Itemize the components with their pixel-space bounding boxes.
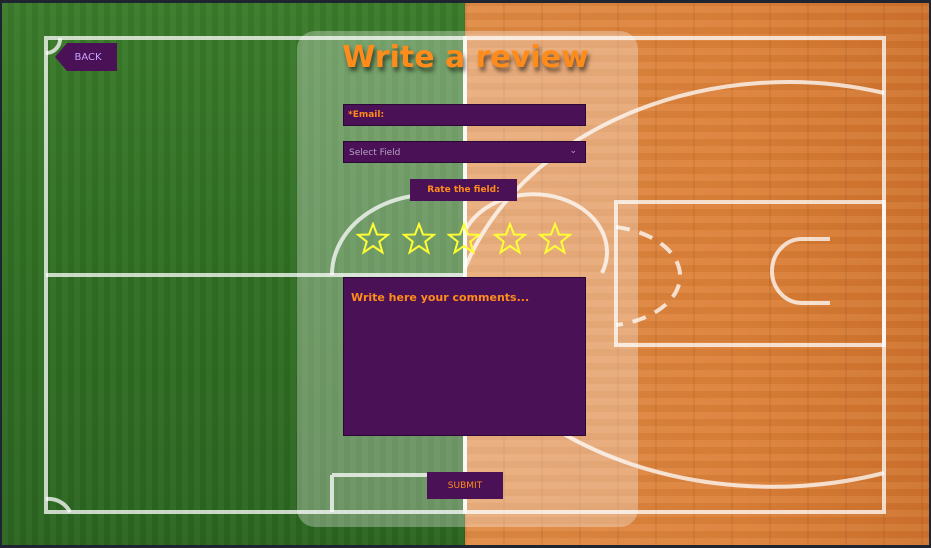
star-rating[interactable] — [356, 222, 576, 258]
email-label: *Email: — [348, 110, 385, 120]
app-frame — [2, 3, 929, 545]
comments-textarea[interactable]: Write here your comments... — [343, 277, 586, 436]
back-label: BACK — [74, 51, 102, 63]
star-icon[interactable] — [447, 222, 481, 256]
page-title: Write a review — [342, 40, 589, 75]
chevron-down-icon: ⌄ — [569, 146, 577, 156]
comments-placeholder: Write here your comments... — [351, 291, 530, 304]
star-icon[interactable] — [493, 222, 527, 256]
back-button[interactable]: BACK — [55, 43, 117, 71]
select-value: Select Field — [349, 148, 401, 158]
email-field[interactable]: *Email: — [343, 104, 586, 126]
field-select[interactable]: Select Field ⌄ — [343, 141, 586, 163]
submit-button[interactable]: SUBMIT — [427, 472, 503, 499]
star-icon[interactable] — [356, 222, 390, 256]
star-icon[interactable] — [402, 222, 436, 256]
rate-label: Rate the field: — [410, 179, 517, 201]
star-icon[interactable] — [538, 222, 572, 256]
